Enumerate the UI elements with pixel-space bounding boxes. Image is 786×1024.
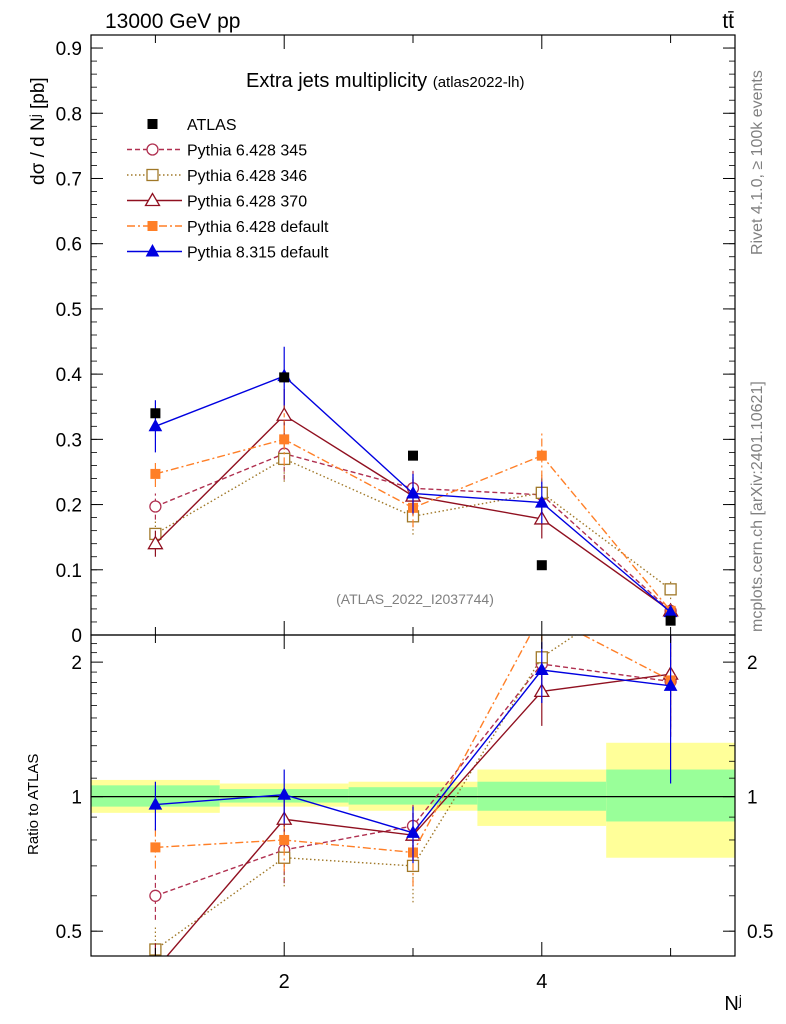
data-point <box>664 583 677 596</box>
main-y-axis-label: dσ / d Nʲ [pb] <box>28 77 49 185</box>
legend-entry-pythia-8-315-default: Pythia 8.315 default <box>127 243 329 262</box>
ratio-point <box>537 609 546 618</box>
ratio-y-tick-label-right: 2 <box>747 653 758 674</box>
legend-entry-pythia-6-428-default: Pythia 6.428 default <box>127 219 329 236</box>
legend-marker-pythia-6-428-default <box>147 221 158 231</box>
legend-entry-pythia-6-428-345: Pythia 6.428 345 <box>127 143 307 160</box>
legend-label-pythia-8-315-default: Pythia 8.315 default <box>187 245 329 262</box>
y-tick-label: 0.6 <box>56 235 82 256</box>
legend-label-pythia-6-428-370: Pythia 6.428 370 <box>187 194 307 211</box>
ratio-y-tick-label-right: 1 <box>747 788 758 809</box>
data-point <box>406 485 420 499</box>
ratio-point <box>149 889 162 902</box>
ratio-point <box>279 834 290 845</box>
data-point <box>149 500 162 513</box>
x-tick-label: 4 <box>536 971 547 993</box>
ratio-line-pythia-6-428-346 <box>154 635 577 951</box>
y-tick-label: 0.8 <box>56 104 82 125</box>
y-tick-label: 0.5 <box>56 300 82 321</box>
ratio-y-tick-label: 2 <box>71 653 82 674</box>
ratio-point <box>148 797 163 810</box>
main-axes: 0 0.1 0.2 0.3 0.4 0.5 0.6 0.7 0.8 0.9 <box>56 34 735 647</box>
chart-title: Extra jets multiplicity (atlas2022-lh) <box>246 70 524 92</box>
data-point <box>150 468 161 479</box>
ratio-y-tick-label: 0.5 <box>56 922 82 943</box>
y-tick-label: 0.9 <box>56 39 82 60</box>
legend-entry-atlas: ATLAS <box>147 117 237 134</box>
ratio-axes: 0.5 0.5 1 1 2 2 2 4 <box>56 635 773 993</box>
analysis-label: (ATLAS_2022_I2037744) <box>336 591 494 607</box>
process-label: tt̄ <box>722 10 734 33</box>
rivet-label: Rivet 4.1.0, ≥ 100k events <box>749 70 766 255</box>
atlas-data-point <box>150 408 161 419</box>
legend-label-pythia-6-428-default: Pythia 6.428 default <box>187 219 329 236</box>
ratio-point <box>148 963 162 975</box>
ratio-panel: 0.5 0.5 1 1 2 2 2 4 Ratio to ATLAS <box>25 565 773 993</box>
data-point <box>148 418 163 432</box>
atlas-data-point <box>408 450 418 461</box>
data-point <box>534 495 549 508</box>
ratio-y-tick-label: 1 <box>71 788 82 809</box>
atlas-data-point <box>665 615 676 626</box>
ratio-y-tick-label-right: 0.5 <box>747 922 773 943</box>
legend-label-pythia-6-428-345: Pythia 6.428 345 <box>187 143 307 160</box>
legend-marker-pythia-8-315-default <box>145 243 160 257</box>
mcplots-label: mcplots.cern.ch [arXiv:2401.10621] <box>749 381 766 632</box>
data-point <box>147 535 164 550</box>
stat-uncertainty-band <box>348 787 478 805</box>
legend-marker-atlas <box>147 119 158 129</box>
y-tick-label: 0.4 <box>56 365 83 386</box>
atlas-data-point <box>279 372 290 383</box>
atlas-data-point <box>536 560 547 571</box>
ratio-content <box>91 565 735 975</box>
data-point <box>279 434 290 445</box>
ratio-point <box>406 825 420 838</box>
legend-marker-pythia-6-428-346 <box>146 168 159 182</box>
series-pythia-8-315-default <box>148 346 678 619</box>
legend-marker-pythia-6-428-370 <box>144 192 161 207</box>
x-axis-label: Nʲ <box>724 993 742 1015</box>
energy-label: 13000 GeV pp <box>105 10 240 33</box>
main-content <box>147 346 679 626</box>
main-panel: 0 0.1 0.2 0.3 0.4 0.5 0.6 0.7 0.8 0.9 Extra jets … <box>28 34 736 647</box>
ratio-point <box>665 565 676 576</box>
x-tick-label: 2 <box>279 971 290 993</box>
y-tick-label: 0.3 <box>56 430 82 451</box>
legend-entry-pythia-6-428-370: Pythia 6.428 370 <box>127 192 307 211</box>
series-pythia-6-428-default <box>150 413 676 618</box>
y-tick-label: 0.1 <box>56 561 82 582</box>
legend-label-pythia-6-428-346: Pythia 6.428 346 <box>187 168 307 185</box>
legend: ATLAS Pythia 6.428 345 Pythia 6.428 346 Pyt… <box>127 117 329 262</box>
ratio-point <box>150 842 161 853</box>
ratio-point <box>534 662 549 676</box>
chart-title-suffix: (atlas2022-lh) <box>433 74 525 91</box>
series-atlas-data <box>150 372 676 626</box>
y-tick-label: 0.7 <box>56 169 82 190</box>
ratio-point <box>663 678 678 691</box>
legend-marker-pythia-6-428-345 <box>146 143 159 156</box>
legend-entry-pythia-6-428-346: Pythia 6.428 346 <box>127 168 307 185</box>
y-tick-label: 0.2 <box>56 496 82 517</box>
y-tick-label: 0 <box>71 626 82 647</box>
legend-label-atlas: ATLAS <box>187 117 237 134</box>
ratio-y-axis-label: Ratio to ATLAS <box>25 754 42 855</box>
chart-title-main: Extra jets multiplicity <box>246 70 427 92</box>
data-point <box>536 450 547 461</box>
ratio-series-pythia-8-315-default <box>148 635 678 864</box>
ratio-point <box>277 787 292 800</box>
